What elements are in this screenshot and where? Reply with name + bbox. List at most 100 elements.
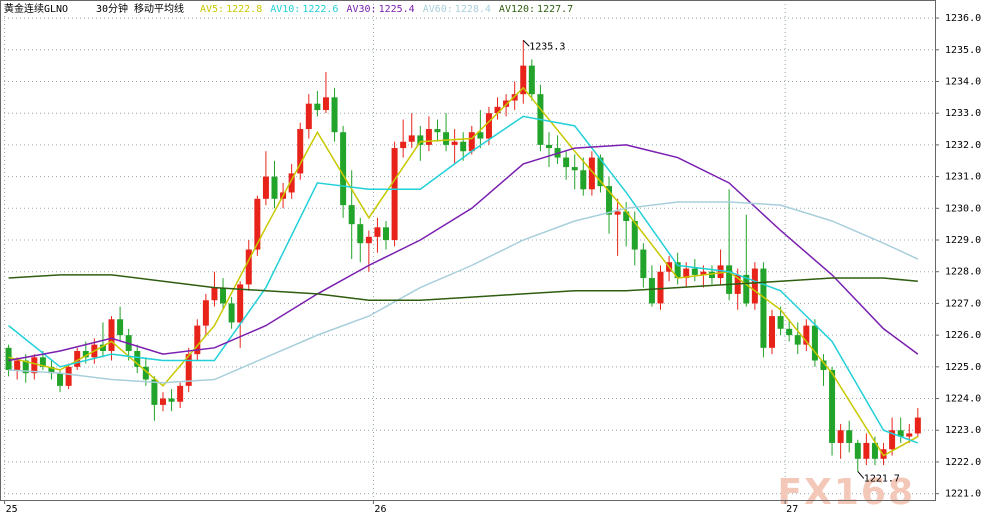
candle-body <box>314 103 321 111</box>
candle-body <box>623 211 630 221</box>
candle-body <box>485 113 492 139</box>
legend-value: 1227.7 <box>537 4 573 15</box>
x-tick-label: 27 <box>786 504 798 515</box>
y-tick-label: 1232.0 <box>945 140 981 151</box>
candle-body <box>468 132 475 152</box>
candle-body <box>22 360 29 374</box>
candle-body <box>503 100 510 107</box>
candle-body <box>717 265 724 279</box>
candle-body <box>829 370 836 443</box>
candle-body <box>726 265 733 294</box>
candle-body <box>614 211 621 215</box>
candle-body <box>211 287 218 301</box>
legend-value: 1222.6 <box>302 4 338 15</box>
y-tick-label: 1229.0 <box>945 235 981 246</box>
candle-body <box>648 278 655 304</box>
legend-value: 1228.4 <box>455 4 491 15</box>
candle-body <box>820 360 827 371</box>
candle-body <box>400 141 407 149</box>
annotation-label: 1235.3 <box>529 41 565 52</box>
y-tick-label: 1221.0 <box>945 489 981 500</box>
candle-body <box>760 268 767 348</box>
candle-body <box>417 135 424 145</box>
candle-body <box>288 173 295 193</box>
candle-body <box>443 132 450 145</box>
candle-body <box>588 157 595 190</box>
candle-body <box>683 268 690 279</box>
candle-body <box>837 430 844 443</box>
candle-body <box>751 268 758 304</box>
candle-body <box>57 373 64 386</box>
candle-body <box>271 176 278 199</box>
candle-body <box>863 442 870 459</box>
candle-body <box>571 167 578 171</box>
annotation-pointer <box>522 39 530 47</box>
candle-body <box>220 287 227 304</box>
moving-average-line <box>8 201 919 384</box>
candle-body <box>563 157 570 168</box>
candle-body <box>142 366 149 380</box>
candle-body <box>340 132 347 206</box>
candle-body <box>786 328 793 336</box>
candle-body <box>451 141 458 145</box>
annotation-pointer <box>857 471 865 479</box>
x-tick-label: 25 <box>6 504 18 515</box>
legend-name: AV5: <box>200 4 224 15</box>
candle-body <box>374 227 381 237</box>
y-tick-label: 1225.0 <box>945 362 981 373</box>
y-tick-label: 1231.0 <box>945 172 981 183</box>
candle-body <box>520 65 527 95</box>
legend-name: AV60: <box>423 4 453 15</box>
candle-body <box>134 350 141 367</box>
candle-body <box>460 141 467 152</box>
candle-body <box>769 316 776 348</box>
candle-body <box>871 442 878 459</box>
candle-body <box>31 357 38 374</box>
candle-body <box>494 106 501 114</box>
legend-name: AV30: <box>346 4 376 15</box>
legend-name: AV120: <box>499 4 535 15</box>
candle-body <box>99 344 106 351</box>
plot-frame <box>0 0 936 501</box>
candle-body <box>194 325 201 355</box>
moving-average-line <box>8 274 918 302</box>
candle-body <box>631 220 638 250</box>
y-tick-label: 1234.0 <box>945 76 981 87</box>
candle-body <box>357 224 364 244</box>
candle-body <box>5 347 12 371</box>
candle-body <box>348 205 355 225</box>
candle-body <box>434 129 441 133</box>
candle-body <box>811 325 818 361</box>
candle-body <box>14 360 21 371</box>
candle-body <box>897 430 904 437</box>
candle-body <box>914 417 921 434</box>
candle-body <box>708 271 715 279</box>
candle-body <box>322 97 329 111</box>
candle-body <box>674 262 681 279</box>
annotation-label: 1221.7 <box>864 473 900 484</box>
candle-body <box>657 271 664 304</box>
chart-title: 黄金连续GLNO <box>4 2 68 15</box>
y-tick-label: 1227.0 <box>945 298 981 309</box>
candle-body <box>906 433 913 437</box>
candle-body <box>117 319 124 336</box>
candle-body <box>691 268 698 275</box>
candle-body <box>846 430 853 443</box>
candle-body <box>606 186 613 215</box>
candle-body <box>477 132 484 139</box>
candle-body <box>159 398 166 405</box>
moving-average-line <box>8 115 919 444</box>
candle-body <box>408 135 415 142</box>
candle-body <box>854 442 861 459</box>
y-tick-label: 1223.0 <box>945 425 981 436</box>
y-tick-label: 1236.0 <box>945 13 981 24</box>
candle-body <box>237 284 244 323</box>
candle-body <box>743 274 750 304</box>
candle-body <box>425 129 432 145</box>
candle-body <box>74 350 81 367</box>
candle-body <box>185 354 192 386</box>
y-tick-label: 1233.0 <box>945 108 981 119</box>
candle-body <box>151 379 158 405</box>
